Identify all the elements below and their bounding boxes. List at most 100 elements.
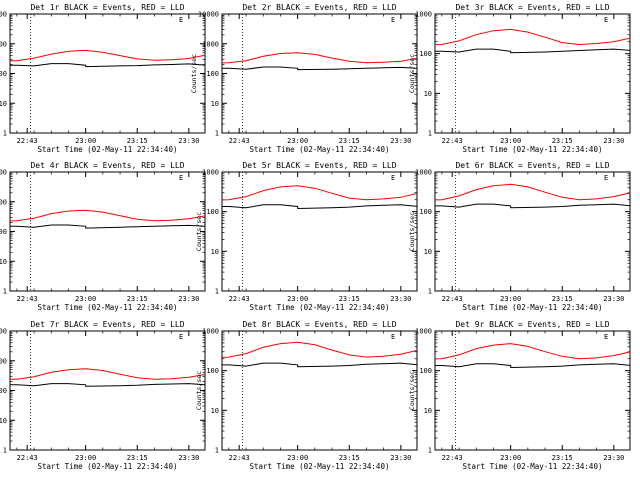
- y-tick-label: 1: [3, 447, 7, 455]
- y-tick-label: 1000: [415, 169, 432, 177]
- lld-series-line: [435, 28, 630, 46]
- y-tick-label: 100: [206, 208, 219, 216]
- x-tick-label: 22:43: [17, 295, 38, 303]
- x-tick-label: 22:43: [229, 454, 250, 462]
- chart-title: Det 2r BLACK = Events, RED = LLD: [242, 3, 396, 12]
- y-tick-label: 1000: [202, 169, 219, 177]
- y-tick-label: 10: [0, 100, 7, 108]
- x-tick-label: 23:30: [178, 295, 199, 303]
- y-axis-label: Counts/sec: [408, 212, 416, 251]
- y-tick-label: 1: [3, 288, 7, 296]
- x-tick-label: 23:15: [552, 295, 573, 303]
- x-tick-label: 23:00: [500, 137, 521, 145]
- y-tick-label: 10000: [0, 169, 7, 177]
- lld-series-line: [222, 341, 417, 358]
- y-tick-label: 10: [424, 407, 432, 415]
- chart-title: Det 7r BLACK = Events, RED = LLD: [30, 320, 184, 329]
- plot-frame: [434, 330, 631, 451]
- lld-series-line: [10, 368, 205, 380]
- plot-frame: [434, 171, 631, 292]
- detector-panel-6: Det 6r BLACK = Events, RED = LLD 1 10 100 10…: [408, 161, 631, 312]
- x-tick-label: 23:30: [178, 454, 199, 462]
- x-tick-label: 23:15: [552, 137, 573, 145]
- x-tick-label: 22:43: [442, 454, 463, 462]
- x-axis-label: Start Time (02-May-11 22:34:40): [250, 145, 390, 154]
- x-tick-label: 23:00: [500, 295, 521, 303]
- x-axis-label: Start Time (02-May-11 22:34:40): [38, 145, 178, 154]
- lld-series-line: [435, 183, 630, 201]
- y-axis-label: Counts/sec: [408, 371, 416, 410]
- detector-panel-5: Det 5r BLACK = Events, RED = LLD 1 10 100 10…: [195, 161, 418, 312]
- y-tick-label: 10: [211, 248, 219, 256]
- detector-panel-2: Det 2r BLACK = Events, RED = LLD 1 10 100 10…: [190, 3, 418, 154]
- y-axis-label: Counts/sec: [195, 212, 203, 251]
- y-tick-label: 10000: [0, 328, 7, 336]
- x-axis-label: Start Time (02-May-11 22:34:40): [463, 462, 603, 471]
- x-axis-label: Start Time (02-May-11 22:34:40): [38, 303, 178, 312]
- x-tick-label: 23:00: [287, 137, 308, 145]
- events-series-line: [10, 383, 205, 387]
- x-tick-label: 23:30: [390, 295, 411, 303]
- y-tick-label: 1: [215, 447, 219, 455]
- lld-series-line: [222, 52, 417, 64]
- y-tick-label: 100: [419, 367, 432, 375]
- x-tick-label: 23:00: [75, 295, 96, 303]
- detector-panel-4: Det 4r BLACK = Events, RED = LLD 1 10 100 10…: [0, 161, 206, 312]
- x-tick-label: 23:30: [390, 137, 411, 145]
- x-tick-label: 22:43: [229, 137, 250, 145]
- y-tick-label: 10: [0, 258, 7, 266]
- x-axis-label: Start Time (02-May-11 22:34:40): [250, 303, 390, 312]
- chart-title: Det 1r BLACK = Events, RED = LLD: [30, 3, 184, 12]
- plot-frame: [9, 330, 206, 451]
- plot-frame: [221, 171, 418, 292]
- x-tick-label: 23:00: [287, 295, 308, 303]
- chart-title: Det 4r BLACK = Events, RED = LLD: [30, 161, 184, 170]
- y-tick-label: 1: [215, 288, 219, 296]
- x-tick-label: 23:15: [127, 295, 148, 303]
- y-tick-label: 10: [211, 100, 219, 108]
- y-tick-label: 1000: [415, 328, 432, 336]
- events-series-line: [435, 363, 630, 369]
- panel-marker-glyph: E: [391, 16, 395, 24]
- chart-title: Det 3r BLACK = Events, RED = LLD: [455, 3, 609, 12]
- chart-title: Det 6r BLACK = Events, RED = LLD: [455, 161, 609, 170]
- lld-series-line: [10, 49, 205, 62]
- panel-marker-glyph: E: [391, 174, 395, 182]
- x-tick-label: 23:30: [603, 137, 624, 145]
- y-tick-label: 10000: [198, 11, 219, 19]
- panel-marker-glyph: E: [179, 174, 183, 182]
- chart-title: Det 9r BLACK = Events, RED = LLD: [455, 320, 609, 329]
- y-tick-label: 100: [419, 208, 432, 216]
- y-axis-label: Counts/sec: [195, 371, 203, 410]
- plot-frame: [221, 13, 418, 134]
- y-tick-label: 1000: [202, 40, 219, 48]
- plot-frame: [221, 330, 418, 451]
- events-series-line: [222, 66, 417, 71]
- x-tick-label: 23:30: [603, 295, 624, 303]
- x-axis-label: Start Time (02-May-11 22:34:40): [463, 303, 603, 312]
- x-tick-label: 23:15: [127, 454, 148, 462]
- y-tick-label: 100: [419, 50, 432, 58]
- y-tick-label: 10: [0, 417, 7, 425]
- x-tick-label: 23:30: [178, 137, 199, 145]
- x-tick-label: 23:15: [552, 454, 573, 462]
- x-axis-label: Start Time (02-May-11 22:34:40): [463, 145, 603, 154]
- y-tick-label: 1: [3, 130, 7, 138]
- plot-frame: [9, 171, 206, 292]
- x-tick-label: 23:00: [500, 454, 521, 462]
- events-series-line: [435, 48, 630, 54]
- detector-panel-7: Det 7r BLACK = Events, RED = LLD 1 10 100 10…: [0, 320, 206, 471]
- events-series-line: [10, 63, 205, 68]
- x-tick-label: 23:00: [287, 454, 308, 462]
- y-tick-label: 1000: [0, 40, 7, 48]
- y-tick-label: 10: [424, 248, 432, 256]
- y-tick-label: 100: [206, 70, 219, 78]
- y-tick-label: 1: [428, 447, 432, 455]
- y-axis-label: Counts/sec: [408, 54, 416, 93]
- y-tick-label: 10: [424, 90, 432, 98]
- y-tick-label: 100: [0, 387, 7, 395]
- y-tick-label: 1: [428, 288, 432, 296]
- panel-marker-glyph: E: [604, 16, 608, 24]
- x-tick-label: 22:43: [442, 137, 463, 145]
- lld-series-line: [435, 343, 630, 360]
